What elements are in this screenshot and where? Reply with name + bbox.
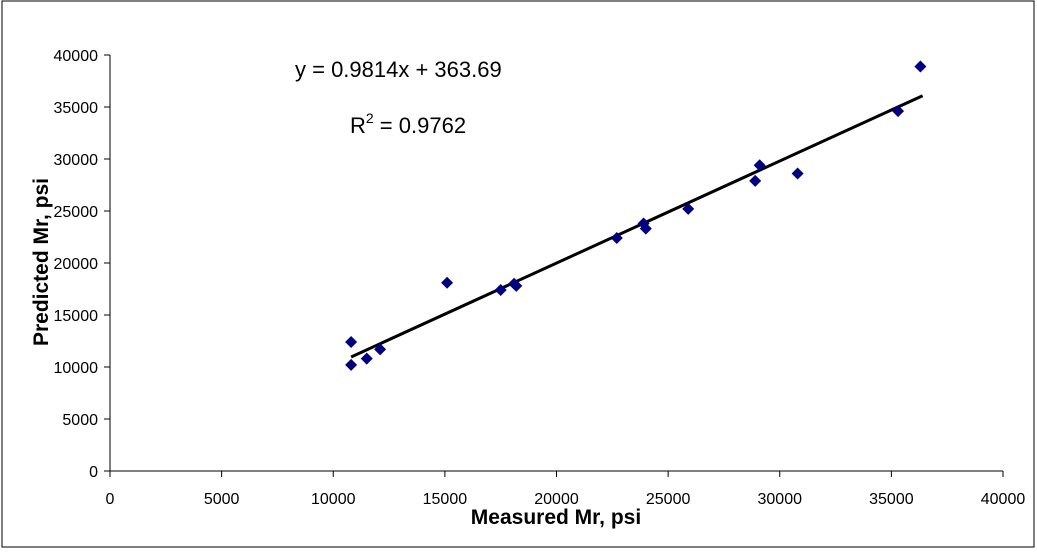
y-tick-label: 20000 — [54, 256, 99, 273]
data-point — [749, 174, 762, 187]
x-tick-label: 15000 — [423, 491, 468, 508]
data-point — [345, 336, 358, 349]
data-point — [345, 358, 358, 371]
data-point — [360, 352, 373, 365]
data-point — [639, 222, 652, 235]
y-tick-label: 5000 — [62, 412, 98, 429]
data-point — [791, 167, 804, 180]
x-tick-label: 0 — [106, 491, 115, 508]
data-point — [682, 202, 695, 215]
data-point — [510, 279, 523, 292]
x-tick-label: 30000 — [758, 491, 803, 508]
y-tick-label: 0 — [89, 464, 98, 481]
y-tick-label: 30000 — [54, 152, 99, 169]
x-tick-label: 40000 — [981, 491, 1026, 508]
x-tick-label: 5000 — [204, 491, 240, 508]
y-axis-title: Predicted Mr, psi — [30, 178, 53, 346]
x-tick-label: 20000 — [534, 491, 579, 508]
r-squared-exponent: 2 — [366, 110, 374, 126]
data-point — [441, 276, 454, 289]
data-point — [892, 105, 905, 118]
data-point — [610, 232, 623, 245]
r-squared-value: = 0.9762 — [374, 113, 466, 138]
r-squared-label: R2 = 0.9762 — [350, 110, 466, 138]
data-point — [914, 60, 927, 73]
r-squared-prefix: R — [350, 113, 366, 138]
data-point — [494, 284, 507, 297]
data-point — [753, 159, 766, 172]
x-tick-label: 25000 — [646, 491, 691, 508]
x-tick-label: 10000 — [311, 491, 356, 508]
y-tick-label: 40000 — [54, 48, 99, 65]
trendline-equation: y = 0.9814x + 363.69 — [295, 57, 502, 82]
y-tick-label: 35000 — [54, 100, 99, 117]
x-axis-title: Measured Mr, psi — [471, 506, 641, 529]
y-tick-label: 25000 — [54, 204, 99, 221]
trendline — [350, 94, 924, 359]
data-point — [374, 343, 387, 356]
y-tick-label: 15000 — [54, 308, 99, 325]
x-tick-label: 35000 — [869, 491, 914, 508]
plot-area: 0500010000150002000025000300003500040000… — [54, 48, 1026, 508]
y-tick-label: 10000 — [54, 360, 99, 377]
